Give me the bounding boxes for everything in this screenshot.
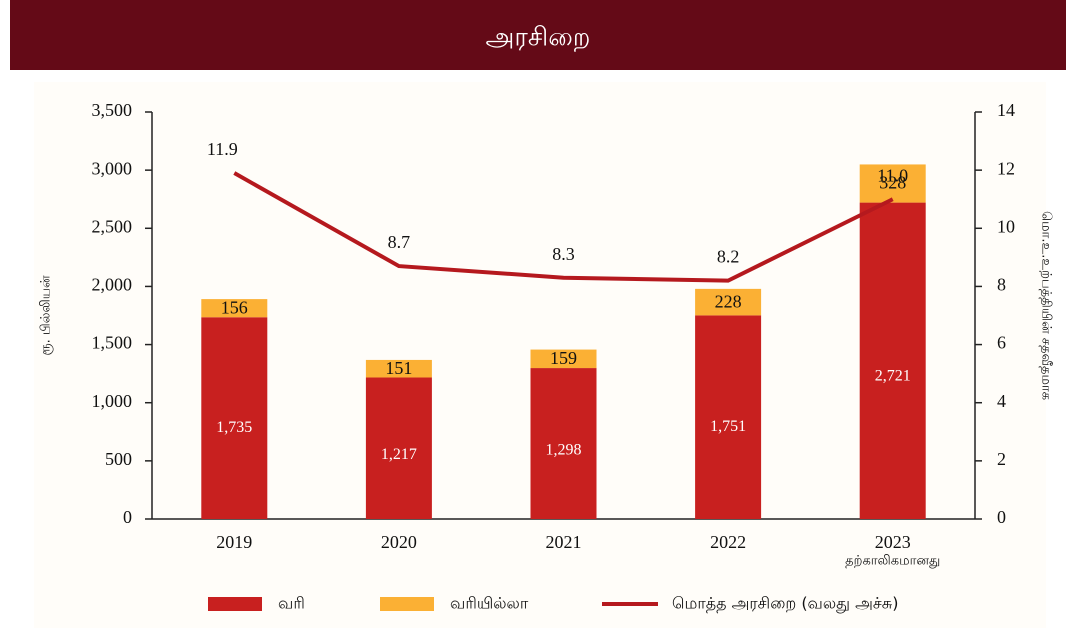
- y2-tick-label: 0: [997, 507, 1006, 527]
- y-tick-label: 3,500: [92, 100, 133, 120]
- legend-label: வரியில்லா: [450, 594, 529, 613]
- legend-label: வரி: [278, 594, 305, 613]
- y2-tick-label: 14: [997, 100, 1015, 120]
- bar-segment: [695, 315, 762, 519]
- data-label: 1,751: [710, 418, 746, 435]
- legend-label: மொத்த அரசிறை (வலது அச்சு): [672, 594, 898, 614]
- line-label: 11.9: [207, 139, 238, 159]
- y2-tick-label: 10: [997, 216, 1015, 236]
- bar-segment: [859, 202, 926, 519]
- y-tick-label: 2,500: [92, 216, 133, 236]
- y-tick-label: 1,500: [92, 333, 133, 353]
- y2-tick-label: 8: [997, 275, 1006, 295]
- y2-tick-label: 6: [997, 333, 1006, 353]
- data-label: 1,217: [381, 446, 417, 463]
- y-tick-label: 1,000: [92, 391, 133, 411]
- bar-segment: [530, 349, 597, 369]
- bar-segment: [530, 368, 597, 519]
- data-label: 328: [879, 173, 906, 193]
- y-tick-label: 0: [123, 507, 132, 527]
- x-tick-label: 2020: [381, 532, 417, 552]
- data-label: 159: [550, 348, 577, 368]
- bar-segment: [365, 377, 432, 519]
- y-axis-label: ரூ. பில்லியன்: [39, 275, 54, 355]
- data-label: 1,735: [216, 419, 252, 436]
- x-tick-label: 2023: [875, 532, 911, 552]
- data-label: 156: [221, 297, 248, 317]
- bar-segment: [365, 359, 432, 378]
- bar-segment: [201, 299, 268, 318]
- header-title: அரசிறை: [486, 23, 591, 53]
- data-label: 228: [715, 291, 742, 311]
- bar-segment: [695, 288, 762, 316]
- y2-axis-label: மொ.உ.உற்பத்தியின் சதவீதமாக: [1039, 211, 1054, 400]
- y-tick-label: 2,000: [92, 275, 133, 295]
- data-label: 2,721: [875, 367, 911, 384]
- line-label: 8.7: [388, 232, 411, 252]
- annotation: தற்காலிகமானது: [845, 554, 940, 569]
- x-tick-label: 2021: [546, 532, 582, 552]
- data-label: 1,298: [546, 442, 582, 459]
- y2-tick-label: 4: [997, 391, 1006, 411]
- y2-tick-label: 2: [997, 449, 1006, 469]
- line-label: 8.2: [717, 247, 740, 267]
- y-tick-label: 3,000: [92, 158, 133, 178]
- y-tick-label: 500: [105, 449, 132, 469]
- bar-segment: [859, 164, 926, 203]
- line-label: 8.3: [552, 244, 575, 264]
- legend-swatch: [380, 597, 434, 611]
- y2-tick-label: 12: [997, 158, 1015, 178]
- bar-segment: [201, 317, 268, 519]
- line: [233, 171, 894, 283]
- header-band: [10, 0, 1066, 70]
- x-tick-label: 2022: [710, 532, 746, 552]
- x-tick-label: 2019: [216, 532, 252, 552]
- legend-swatch: [208, 597, 262, 611]
- data-label: 151: [385, 358, 412, 378]
- line-label: 11.0: [877, 165, 908, 185]
